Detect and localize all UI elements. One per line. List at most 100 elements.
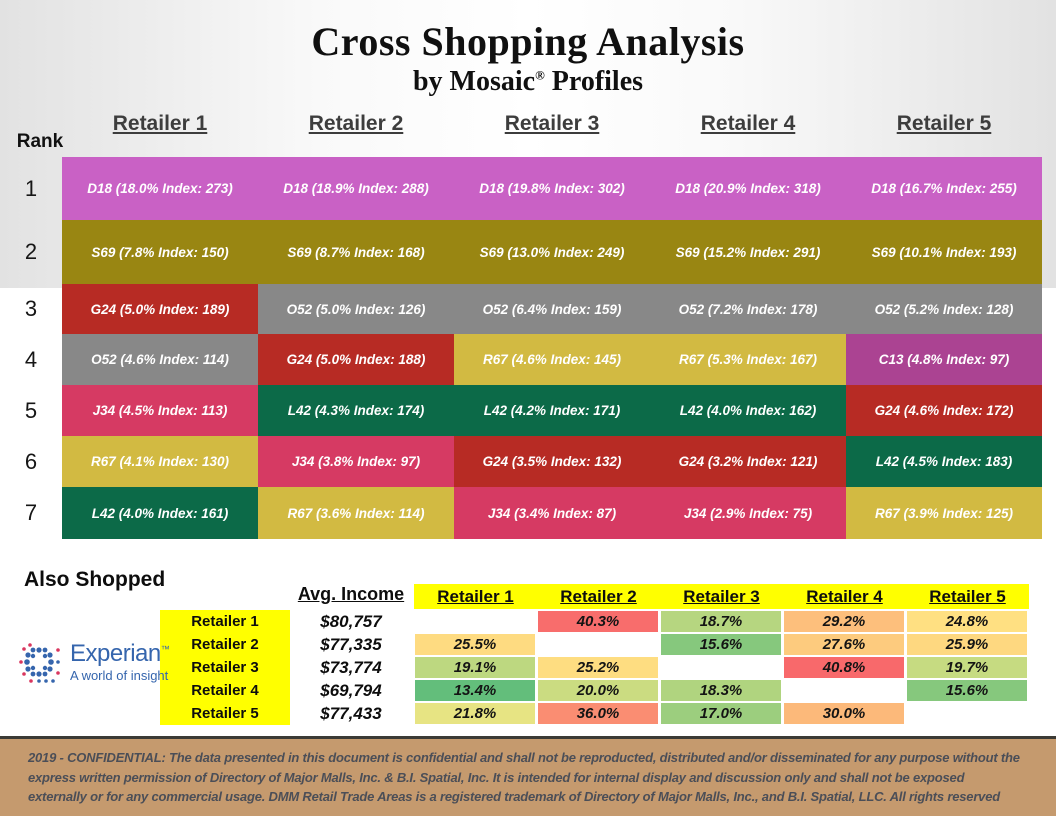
matrix-column-header: Retailer 5 — [896, 112, 992, 135]
mosaic-segment-cell: L42 (4.3% Index: 174) — [258, 385, 454, 436]
also-shopped-percent-cell: 18.7% — [661, 611, 781, 632]
rank-column: 1 2 3 4 5 6 7 — [0, 157, 62, 539]
mosaic-segment-cell: G24 (3.5% Index: 132) — [454, 436, 650, 487]
also-shopped-row-label: Retailer 1 — [191, 613, 259, 630]
mosaic-segment-cell: O52 (6.4% Index: 159) — [454, 284, 650, 334]
matrix-row: O52 (4.6% Index: 114) G24 (5.0% Index: 18… — [62, 334, 1042, 385]
mosaic-segment-cell: S69 (15.2% Index: 291) — [650, 220, 846, 284]
matrix-row: S69 (7.8% Index: 150) S69 (8.7% Index: 16… — [62, 220, 1042, 284]
avg-income-column-header: Avg. Income — [297, 584, 405, 604]
matrix-column-header: Retailer 1 — [112, 112, 208, 135]
mosaic-segment-cell: O52 (5.0% Index: 126) — [258, 284, 454, 334]
also-shopped-percent-cell: 19.7% — [907, 657, 1027, 678]
rank-column-header: Rank — [16, 131, 64, 152]
page-subtitle: by Mosaic® Profiles — [0, 66, 1056, 98]
also-shopped-heading: Also Shopped — [24, 568, 166, 591]
also-shopped-percent-cell — [661, 657, 781, 678]
mosaic-segment-cell: L42 (4.0% Index: 162) — [650, 385, 846, 436]
mosaic-segment-cell: J34 (2.9% Index: 75) — [650, 487, 846, 539]
also-shopped-row-labels: Retailer 1 Retailer 2 Retailer 3 Retailer 4… — [160, 610, 290, 725]
also-shopped-percent-cell: 20.0% — [538, 680, 658, 701]
mosaic-segment-cell: D18 (19.8% Index: 302) — [454, 157, 650, 220]
experian-tagline: A world of insight — [70, 668, 169, 684]
mosaic-segment-cell: O52 (4.6% Index: 114) — [62, 334, 258, 385]
also-shopped-row-label: Retailer 5 — [191, 705, 259, 722]
avg-income-value: $73,774 — [320, 657, 382, 677]
experian-logo-text: Experian™ A world of insight — [70, 640, 170, 684]
also-shopped-row-label: Retailer 2 — [191, 636, 259, 653]
mosaic-segment-cell: D18 (18.9% Index: 288) — [258, 157, 454, 220]
confidentiality-footer: 2019 - CONFIDENTIAL: The data presented … — [0, 736, 1056, 816]
also-shopped-percent-cell — [538, 634, 658, 655]
mosaic-profile-matrix: D18 (18.0% Index: 273) D18 (18.9% Index: … — [62, 157, 1042, 539]
also-shopped-percent-cell: 29.2% — [784, 611, 904, 632]
mosaic-segment-cell: S69 (10.1% Index: 193) — [846, 220, 1042, 284]
subtitle-text: by Mosaic — [412, 66, 536, 97]
mosaic-segment-cell: G24 (5.0% Index: 188) — [258, 334, 454, 385]
matrix-column-header: Retailer 4 — [700, 112, 796, 135]
also-shopped-column-header: Retailer 1 — [437, 586, 514, 606]
mosaic-segment-cell: D18 (16.7% Index: 255) — [846, 157, 1042, 220]
mosaic-segment-cell: L42 (4.0% Index: 161) — [62, 487, 258, 539]
mosaic-segment-cell: L42 (4.5% Index: 183) — [846, 436, 1042, 487]
mosaic-segment-cell: J34 (4.5% Index: 113) — [62, 385, 258, 436]
mosaic-segment-cell: G24 (5.0% Index: 189) — [62, 284, 258, 334]
also-shopped-percent-cell: 15.6% — [907, 680, 1027, 701]
also-shopped-percent-cell: 27.6% — [784, 634, 904, 655]
rank-number: 4 — [24, 346, 38, 372]
matrix-column-header: Retailer 2 — [308, 112, 404, 135]
matrix-row: L42 (4.0% Index: 161) R67 (3.6% Index: 11… — [62, 487, 1042, 539]
page-title: Cross Shopping Analysis — [311, 19, 745, 64]
also-shopped-percent-cell: 24.8% — [907, 611, 1027, 632]
experian-brand-name: Experian — [70, 640, 161, 667]
rank-number: 1 — [24, 175, 38, 201]
also-shopped-row-label: Retailer 4 — [191, 682, 259, 699]
mosaic-segment-cell: J34 (3.8% Index: 97) — [258, 436, 454, 487]
mosaic-segment-cell: S69 (7.8% Index: 150) — [62, 220, 258, 284]
also-shopped-percent-cell: 19.1% — [415, 657, 535, 678]
rank-number: 7 — [24, 500, 38, 525]
mosaic-segment-cell: R67 (4.1% Index: 130) — [62, 436, 258, 487]
mosaic-segment-cell: R67 (5.3% Index: 167) — [650, 334, 846, 385]
mosaic-segment-cell: G24 (4.6% Index: 172) — [846, 385, 1042, 436]
experian-logo-mark — [19, 643, 60, 683]
also-shopped-column-header: Retailer 5 — [929, 586, 1006, 606]
mosaic-segment-cell: G24 (3.2% Index: 121) — [650, 436, 846, 487]
mosaic-segment-cell: R67 (3.9% Index: 125) — [846, 487, 1042, 539]
also-shopped-percent-cell: 30.0% — [784, 703, 904, 724]
also-shopped-column-header: Retailer 4 — [806, 586, 883, 606]
mosaic-segment-cell: O52 (5.2% Index: 128) — [846, 284, 1042, 334]
also-shopped-percent-cell: 15.6% — [661, 634, 781, 655]
also-shopped-percent-cell: 18.3% — [661, 680, 781, 701]
matrix-column-header: Retailer 3 — [504, 112, 600, 135]
also-shopped-percent-cell: 36.0% — [538, 703, 658, 724]
also-shopped-row-label: Retailer 3 — [191, 659, 259, 676]
rank-number: 2 — [24, 239, 38, 264]
avg-income-values: $80,757 $77,335 $73,774 $69,794 $77,433 — [288, 610, 414, 725]
rank-number: 3 — [24, 296, 38, 321]
also-shopped-percent-cell: 25.9% — [907, 634, 1027, 655]
also-shopped-percent-cell: 21.8% — [415, 703, 535, 724]
avg-income-value: $77,335 — [320, 634, 382, 654]
mosaic-segment-cell: R67 (3.6% Index: 114) — [258, 487, 454, 539]
matrix-row: R67 (4.1% Index: 130) J34 (3.8% Index: 97… — [62, 436, 1042, 487]
also-shopped-percent-cell: 13.4% — [415, 680, 535, 701]
subtitle-text-tail: Profiles — [544, 66, 644, 97]
matrix-row: D18 (18.0% Index: 273) D18 (18.9% Index: … — [62, 157, 1042, 220]
also-shopped-percent-cell: 25.5% — [415, 634, 535, 655]
also-shopped-column-headers: Retailer 1 Retailer 2 Retailer 3 Retailer 4… — [414, 584, 1029, 609]
avg-income-value: $80,757 — [320, 611, 382, 631]
trademark-symbol: ™ — [160, 644, 170, 654]
avg-income-value: $77,433 — [320, 703, 382, 723]
also-shopped-percent-cell: 40.3% — [538, 611, 658, 632]
also-shopped-percent-cell: 17.0% — [661, 703, 781, 724]
experian-logo: Experian™ A world of insight — [18, 640, 170, 689]
rank-number: 5 — [24, 397, 38, 423]
avg-income-value: $69,794 — [320, 680, 382, 700]
rank-number: 6 — [24, 448, 38, 474]
also-shopped-percent-cell: 25.2% — [538, 657, 658, 678]
registered-mark: ® — [535, 67, 545, 83]
matrix-row: J34 (4.5% Index: 113) L42 (4.3% Index: 17… — [62, 385, 1042, 436]
mosaic-segment-cell: L42 (4.2% Index: 171) — [454, 385, 650, 436]
